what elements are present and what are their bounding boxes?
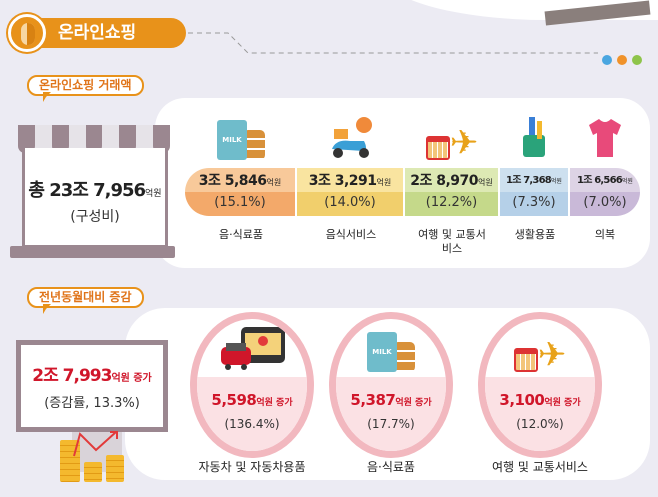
segment-value: 1조 7,368 (506, 175, 552, 186)
category-label: 음·식료품 (219, 228, 263, 241)
segment-clothing: 1조 6,566억원 (7.0%) (570, 168, 640, 216)
yoy-total-rate: (증감률, 13.3%) (44, 396, 140, 411)
segment-food-service: 3조 3,291억원 (14.0%) (297, 168, 405, 216)
category-label: 생활용품 (514, 228, 556, 241)
item-value: 5,387 (350, 391, 396, 409)
monitor-total-box: 2조 7,993억원 증가 (증감률, 13.3%) (16, 340, 168, 432)
store-total-box: 총 23조 7,956억원 (구성비) (22, 148, 168, 248)
segment-food: 3조 5,846억원 (15.1%) (185, 168, 297, 216)
section-label-transaction: 온라인쇼핑 거래액 (27, 75, 144, 102)
segment-share: (15.1%) (185, 192, 295, 216)
total-sub: (구성비) (70, 209, 120, 225)
coin-stack-icon (106, 455, 124, 482)
segment-unit: 억원 (376, 178, 392, 187)
item-unit: 억원 증가 (256, 398, 293, 408)
section-number-icon (8, 14, 46, 52)
store-base (10, 246, 175, 258)
category-label: 의복 (594, 228, 616, 241)
dashed-divider (188, 32, 598, 54)
segment-share: (12.2%) (405, 192, 498, 216)
item-unit: 억원 증가 (395, 398, 432, 408)
car-navigation-icon (221, 327, 285, 370)
category-label: 음식서비스 (325, 228, 377, 241)
segment-value: 2조 8,970 (410, 173, 479, 189)
store-awning-icon (18, 125, 171, 155)
decor-dots (602, 50, 652, 69)
item-rate: (17.7%) (367, 417, 415, 431)
dot-blue (602, 55, 612, 65)
toiletries-icon (515, 115, 555, 160)
share-bar: 3조 5,846억원 (15.1%) 3조 3,291억원 (14.0%) 2조 8… (185, 168, 640, 216)
segment-value: 3조 3,291 (308, 173, 377, 189)
segment-unit: 억원 (550, 178, 562, 185)
segment-value: 1조 6,566 (577, 175, 623, 186)
yoy-circle-travel: ✈ 3,100억원 증가 (12.0%) (478, 312, 602, 458)
item-value: 3,100 (499, 391, 545, 409)
yoy-circle-auto: 5,598억원 증가 (136.4%) (190, 312, 314, 458)
tshirt-icon (583, 115, 627, 160)
category-label: 여행 및 교통서비스 (418, 228, 486, 255)
milk-cookies-icon: MILK (211, 115, 271, 160)
segment-unit: 억원 (266, 178, 282, 187)
item-unit: 억원 증가 (544, 398, 581, 408)
segment-value: 3조 5,846 (198, 173, 267, 189)
calendar-plane-icon: ✈ (419, 115, 485, 160)
item-label: 여행 및 교통서비스 (492, 460, 588, 474)
yoy-total-value: 2조 7,993 (32, 366, 112, 386)
section-label-yoy: 전년동월대비 증감 (27, 287, 144, 314)
segment-travel: 2조 8,970억원 (12.2%) (405, 168, 500, 216)
item-label: 자동차 및 자동차용품 (198, 460, 306, 474)
item-rate: (12.0%) (516, 417, 564, 431)
dot-green (632, 55, 642, 65)
coin-stack-icon (84, 462, 102, 482)
yoy-total-unit: 억원 증가 (111, 373, 152, 384)
yoy-circle-food: MILK 5,387억원 증가 (17.7%) (329, 312, 453, 458)
total-amount: 총 23조 7,956 (28, 180, 146, 201)
segment-unit: 억원 (478, 178, 493, 187)
delivery-scooter-icon (326, 115, 376, 160)
segment-share: (7.3%) (500, 192, 568, 216)
item-value: 5,598 (211, 391, 257, 409)
segment-household: 1조 7,368억원 (7.3%) (500, 168, 570, 216)
item-label: 음·식료품 (367, 460, 415, 474)
segment-share: (14.0%) (297, 192, 403, 216)
trend-arrow-icon (73, 431, 118, 457)
segment-share: (7.0%) (570, 192, 640, 216)
calendar-plane-icon: ✈ (507, 327, 573, 372)
total-unit: 억원 (145, 189, 162, 199)
milk-cookies-icon: MILK (361, 327, 421, 372)
dot-orange (617, 55, 627, 65)
item-rate: (136.4%) (224, 417, 280, 431)
segment-unit: 억원 (621, 178, 633, 185)
